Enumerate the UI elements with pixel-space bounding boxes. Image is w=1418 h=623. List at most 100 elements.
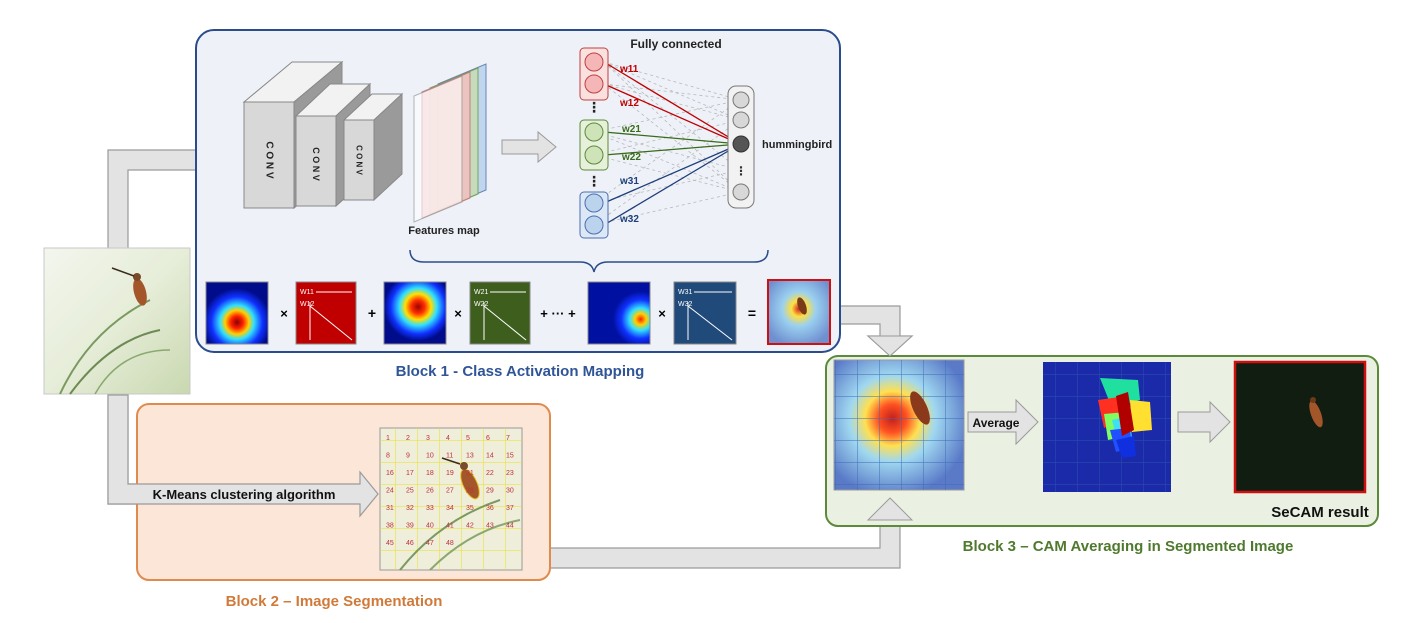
segment-number: 6 [486, 435, 490, 442]
segment-number: 37 [506, 505, 514, 512]
heatmap-2 [383, 281, 447, 345]
matrix-1-w12: W12 [300, 301, 315, 308]
segment-number: 14 [486, 453, 494, 460]
fc-dots-1: ⋮ [587, 99, 601, 115]
heatmap-3 [587, 281, 651, 345]
segment-number: 35 [466, 505, 474, 512]
conv-label-3: C O N V [355, 145, 364, 175]
matrix-3-w32: W32 [678, 301, 693, 308]
segment-number: 10 [426, 453, 434, 460]
segment-number: 23 [506, 470, 514, 477]
segment-number: 1 [386, 435, 390, 442]
conv-label-1: C O N V [264, 141, 275, 179]
arrow-cam-to-block3 [835, 305, 914, 357]
segment-number: 32 [406, 505, 414, 512]
matrix-2-w21: W21 [474, 289, 489, 296]
segment-number: 43 [486, 523, 494, 530]
arrow-features-to-fc [501, 130, 557, 164]
segment-number: 16 [386, 470, 394, 477]
average-label: Average [973, 416, 1020, 430]
segment-number: 33 [426, 505, 434, 512]
segment-number: 36 [486, 505, 494, 512]
fc-label: Fully connected [630, 37, 721, 51]
segment-number: 28 [466, 488, 474, 495]
op-6: = [748, 305, 756, 321]
segment-number: 3 [426, 435, 430, 442]
segment-number: 8 [386, 453, 390, 460]
features-map-label: Features map [408, 225, 480, 237]
weight-w12: w12 [619, 98, 639, 109]
conv-block-3: C O N V [342, 92, 404, 202]
neuron-group-red [579, 47, 609, 101]
segment-number: 44 [506, 523, 514, 530]
segment-number: 45 [386, 540, 394, 547]
kmeans-label: K-Means clustering algorithm [153, 487, 336, 502]
block2-title: Block 2 – Image Segmentation [226, 593, 443, 610]
segment-number: 25 [406, 488, 414, 495]
fc-weight-links [603, 61, 741, 226]
segment-number: 46 [406, 540, 414, 547]
secam-result-image [1233, 360, 1367, 494]
weight-w22: w22 [621, 152, 641, 163]
weight-matrix-1: W11 W12 [295, 281, 357, 345]
segment-number: 9 [406, 453, 410, 460]
arrow-average [967, 398, 1039, 446]
segment-number: 29 [486, 488, 494, 495]
segment-number: 27 [446, 488, 454, 495]
weight-w31: w31 [619, 176, 639, 187]
fc-dots-2: ⋮ [587, 173, 601, 189]
svg-text:⋮: ⋮ [735, 164, 747, 178]
op-1: × [280, 306, 288, 321]
neuron-group-blue [579, 191, 609, 239]
segment-number: 13 [466, 453, 474, 460]
fc-dashed-links [593, 61, 741, 226]
neuron-group-green [579, 119, 609, 171]
op-3: × [454, 306, 462, 321]
output-layer: ⋮ [727, 85, 755, 209]
block1-title: Block 1 - Class Activation Mapping [396, 363, 645, 380]
block3-title: Block 3 – CAM Averaging in Segmented Ima… [963, 538, 1294, 555]
cam-overlay-image [833, 359, 965, 491]
matrix-1-w11: W11 [300, 289, 314, 296]
secam-result-label: SeCAM result [1271, 504, 1369, 521]
input-image [43, 247, 191, 395]
segment-number: 47 [426, 540, 434, 547]
arrow-seg-to-block3-head [866, 497, 914, 521]
arrow-kmeans [107, 394, 379, 518]
op-2: + [368, 305, 376, 321]
op-4: + ··· + [540, 306, 576, 321]
op-5: × [658, 306, 666, 321]
averaged-segments-image [1043, 362, 1171, 492]
conv-label-2: C O N V [311, 147, 321, 181]
segment-number: 22 [486, 470, 494, 477]
weight-matrix-2: W21 W22 [469, 281, 531, 345]
segment-number: 48 [446, 540, 454, 547]
segment-number: 42 [466, 523, 474, 530]
segment-number: 2 [406, 435, 410, 442]
segment-number: 4 [446, 435, 450, 442]
matrix-3-w31: W31 [678, 289, 693, 296]
segment-number: 41 [446, 523, 454, 530]
segment-number: 26 [426, 488, 434, 495]
weight-w21: w21 [621, 124, 641, 135]
segment-number: 19 [446, 470, 454, 477]
segment-number: 30 [506, 488, 514, 495]
segment-number: 11 [446, 453, 453, 460]
segment-number: 15 [506, 453, 514, 460]
hummingbird-neuron [732, 135, 750, 153]
arrow-cam-to-block3-head [866, 335, 914, 357]
segment-number: 17 [406, 470, 414, 477]
segment-number: 39 [406, 523, 414, 530]
weight-w32: w32 [619, 214, 639, 225]
feature-maps: Features map [408, 63, 487, 237]
weight-matrix-3: W31 W32 [673, 281, 737, 345]
matrix-2-w22: W22 [474, 301, 489, 308]
arrow-to-result [1177, 400, 1231, 444]
cam-formula: × W11 W12 + × W21 W22 + ··· + × [205, 279, 831, 345]
cam-result [767, 279, 831, 345]
segment-number: 24 [386, 488, 394, 495]
segment-number: 38 [386, 523, 394, 530]
heatmap-1 [205, 281, 269, 345]
